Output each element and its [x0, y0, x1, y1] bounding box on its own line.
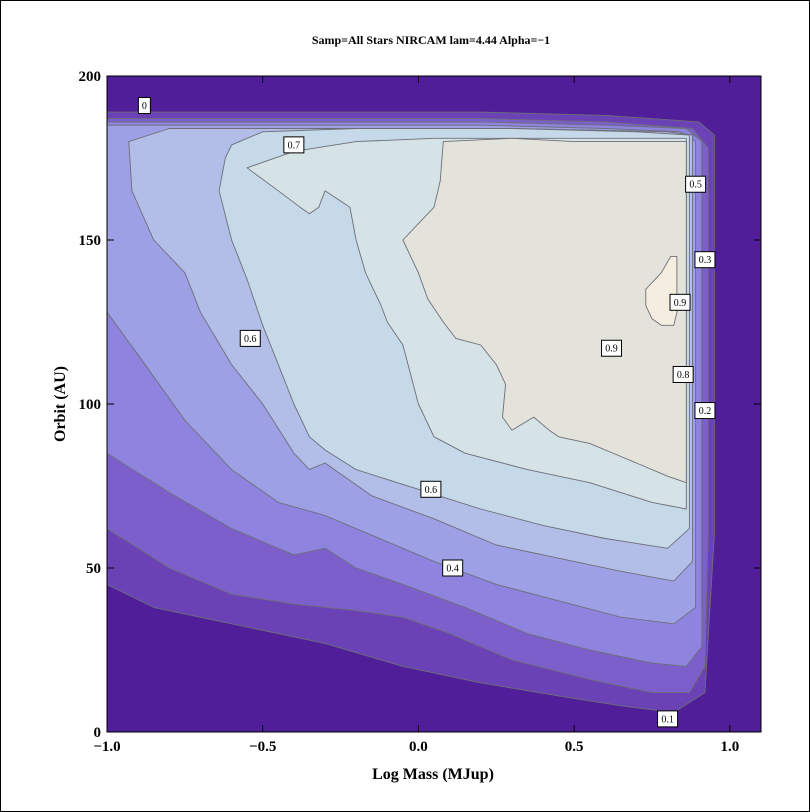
contour-label: 0	[137, 97, 151, 115]
contour-label: 0.3	[694, 251, 716, 269]
x-axis-label: Log Mass (MJup)	[372, 766, 494, 783]
contour-label-box	[685, 175, 707, 193]
x-tick-label: 0.0	[409, 739, 428, 755]
contour-label: 0.9	[669, 293, 691, 311]
contour-label: 0.6	[420, 480, 442, 498]
contour-label-text: 0.9	[605, 344, 618, 355]
contour-label-text: 0.7	[288, 140, 301, 151]
contour-label: 0.9	[601, 339, 623, 357]
contour-label-box	[669, 293, 691, 311]
contour-label-box	[601, 339, 623, 357]
contour-label-box	[239, 329, 261, 347]
contour-label-text: 0.9	[674, 298, 687, 309]
contour-label-box	[694, 402, 716, 420]
contour-label-box	[694, 251, 716, 269]
chart-title: Samp=All Stars NIRCAM lam=4.44 Alpha=−1	[312, 33, 550, 47]
contour-label-text: 0.6	[425, 485, 438, 496]
y-tick-label: 50	[86, 561, 101, 577]
contour-label-text: 0.5	[689, 180, 702, 191]
y-tick-label: 100	[79, 397, 102, 413]
contour-label-text: 0.8	[677, 370, 690, 381]
contour-label: 0.6	[239, 329, 261, 347]
y-tick-label: 150	[79, 233, 102, 249]
contour-label-text: 0.3	[699, 255, 712, 266]
contour-region-0-9	[645, 255, 678, 326]
contour-label: 0.1	[657, 710, 679, 728]
x-tick-label: −0.5	[249, 739, 276, 755]
x-tick-label: −1.0	[93, 739, 120, 755]
contour-label-box	[442, 559, 464, 577]
contour-label: 0.7	[283, 136, 305, 154]
y-axis-label: Orbit (AU)	[52, 366, 69, 442]
contour-label-box	[137, 97, 151, 115]
contour-label-text: 0.2	[699, 406, 712, 417]
contour-label-text: 0	[142, 101, 147, 112]
contour-label-box	[672, 365, 694, 383]
contour-label: 0.5	[685, 175, 707, 193]
x-tick-label: 0.5	[565, 739, 584, 755]
contour-label-box	[657, 710, 679, 728]
contour-label: 0.4	[442, 559, 464, 577]
contour-label-box	[420, 480, 442, 498]
contour-label: 0.2	[694, 402, 716, 420]
contour-regions	[107, 76, 761, 732]
contour-label: 0.8	[672, 365, 694, 383]
plot-area: −1.0 −0.5 0.0 0.5 1.0 0 50 100 150 200 0 0.7 0.5 0.3 0…	[79, 69, 762, 755]
contour-label-box	[283, 136, 305, 154]
contour-label-text: 0.1	[661, 714, 674, 725]
contour-region-0-8	[402, 137, 687, 484]
y-tick-label: 0	[94, 725, 102, 741]
x-tick-label: 1.0	[720, 739, 739, 755]
contour-label-text: 0.6	[244, 334, 257, 345]
y-tick-label: 200	[79, 69, 102, 85]
contour-label-text: 0.4	[446, 564, 459, 575]
